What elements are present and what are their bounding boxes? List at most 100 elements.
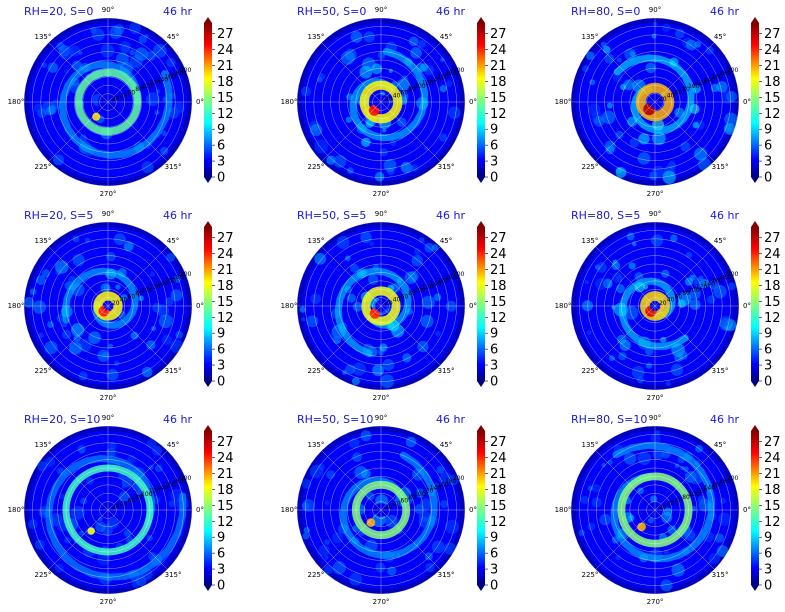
angle-tick-label: 180°	[281, 98, 298, 106]
convective-cell	[115, 52, 129, 66]
angle-tick-label: 315°	[165, 571, 182, 579]
convective-cell	[586, 330, 592, 335]
radial-tick-label: 80	[408, 494, 416, 501]
convective-cell	[727, 282, 736, 291]
convective-cell	[40, 510, 47, 516]
angle-tick-label: 45°	[714, 237, 726, 245]
convective-cell	[413, 248, 421, 256]
angle-tick-label: 0°	[469, 302, 477, 310]
convective-cell	[604, 53, 615, 64]
angular-gridline	[321, 101, 382, 162]
convective-cell	[118, 491, 130, 503]
angular-gridline	[321, 509, 382, 570]
convective-cell	[629, 50, 636, 57]
convective-cell	[584, 280, 589, 285]
convective-cell	[409, 165, 414, 171]
convective-cell	[141, 161, 154, 174]
convective-cell	[53, 154, 64, 166]
angle-tick-label: 270°	[647, 394, 664, 402]
radial-tick-label: 200	[453, 271, 465, 278]
convective-cell	[440, 57, 445, 63]
convective-cell	[379, 343, 388, 352]
convective-cell	[106, 447, 116, 458]
colorbar-tick-label: 15	[764, 295, 781, 310]
angle-tick-label: 180°	[555, 302, 572, 310]
radial-tick-label: 20	[112, 504, 120, 511]
convective-cell	[651, 234, 664, 247]
convective-cell	[95, 521, 106, 533]
angle-tick-label: 0°	[196, 302, 204, 310]
colorbar-tick-label: 18	[764, 279, 781, 294]
angular-gridline	[107, 305, 168, 366]
colorbar-extend-max	[477, 425, 485, 431]
convective-cell	[168, 500, 176, 508]
convective-cell	[367, 274, 379, 285]
convective-cell	[448, 106, 461, 120]
colorbar-extend-min	[477, 381, 485, 387]
convective-cell	[88, 331, 101, 344]
convective-cell	[650, 495, 658, 503]
convective-cell	[134, 47, 149, 61]
colorbar-tick-label: 9	[217, 531, 225, 546]
polar-panel: 20 40 60 801001201401601802000°45°90°135°18…	[555, 209, 781, 402]
convective-cell	[144, 33, 150, 39]
angle-tick-label: 270°	[373, 598, 390, 606]
angle-tick-label: 315°	[165, 163, 182, 171]
convective-cell	[148, 464, 154, 470]
angle-tick-label: 135°	[308, 237, 325, 245]
panel-title: RH=80, S=5	[571, 209, 640, 222]
colorbar-tick-label: 24	[764, 451, 781, 466]
convective-cell	[616, 57, 622, 63]
colorbar-tick-label: 24	[764, 247, 781, 262]
colorbar-tick-label: 0	[764, 171, 772, 186]
colorbar-tick-label: 3	[764, 563, 772, 578]
radial-tick-label: 60	[127, 293, 135, 300]
convective-cell	[397, 117, 407, 127]
convective-cell	[170, 289, 183, 302]
colorbar-tick-label: 24	[217, 451, 234, 466]
colorbar-tick-label: 21	[217, 59, 234, 74]
convective-cell	[692, 85, 701, 94]
convective-cell	[440, 500, 449, 509]
colorbar-gradient	[477, 23, 485, 177]
convective-cell	[56, 42, 65, 51]
convective-cell	[719, 497, 727, 504]
radial-tick-label: 120	[149, 488, 161, 495]
convective-cell	[418, 510, 430, 522]
convective-cell	[36, 275, 46, 286]
panel-time: 46 hr	[163, 209, 192, 222]
radial-tick-label: 120	[696, 80, 708, 87]
convective-cell	[32, 300, 47, 314]
convective-cell	[129, 49, 135, 56]
angular-gridline	[595, 305, 656, 366]
colorbar-tick-label: 6	[217, 343, 225, 358]
colorbar-tick-label: 6	[490, 139, 498, 154]
radial-tick-label: 40	[667, 297, 675, 304]
colorbar-tick-label: 18	[490, 483, 507, 498]
convective-cell	[400, 161, 412, 174]
radial-tick-label: 20	[385, 504, 393, 511]
angle-tick-label: 90°	[649, 210, 661, 218]
colorbar-tick-label: 24	[217, 43, 234, 58]
radial-tick-label: 160	[164, 481, 176, 488]
radial-tick-label: 140	[704, 280, 716, 287]
panel-time: 46 hr	[436, 413, 465, 426]
convective-cell	[115, 284, 121, 290]
convective-cell	[360, 231, 372, 244]
convective-cell	[594, 277, 608, 291]
angular-gridline	[380, 305, 441, 366]
convective-cell	[596, 262, 607, 273]
radial-tick-label: 180	[719, 70, 731, 77]
colorbar-extend-max	[751, 221, 759, 227]
radial-tick-label: 40	[393, 501, 401, 508]
convective-cell	[34, 539, 45, 550]
angle-tick-label: 90°	[375, 6, 387, 14]
angle-tick-label: 135°	[582, 33, 599, 41]
convective-cell	[626, 232, 635, 241]
colorbar-tick-label: 15	[490, 295, 507, 310]
radial-tick-label: 80	[682, 494, 690, 501]
colorbar-extend-max	[204, 425, 212, 431]
colorbar-gradient	[751, 431, 759, 585]
convective-cell	[299, 306, 307, 313]
convective-cell	[445, 300, 457, 312]
